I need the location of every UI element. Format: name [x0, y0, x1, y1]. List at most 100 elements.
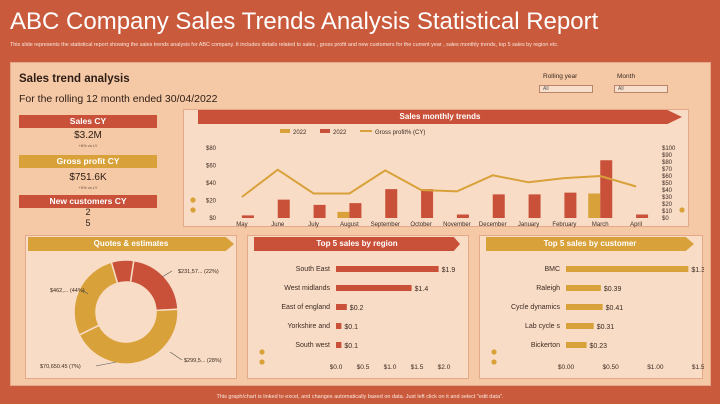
customer-banner: Top 5 sales by customer: [486, 237, 694, 251]
legend-label: 2022: [293, 130, 307, 136]
bar-2022-red: [277, 199, 290, 218]
value-label: $1.9: [442, 267, 456, 274]
x-tick-label: $0.00: [558, 364, 575, 371]
y2-tick-label: $60: [662, 174, 673, 180]
y2-tick-label: $90: [662, 153, 673, 159]
value-label: $0.39: [604, 286, 622, 293]
bar-2022-red: [313, 204, 326, 218]
leader-line: [161, 270, 173, 278]
bar-customer: [566, 285, 601, 291]
donut-label: $299,5... (28%): [184, 358, 222, 364]
category-label: Bickerton: [531, 342, 560, 349]
y2-tick-label: $10: [662, 209, 673, 215]
donut-label: $462,... (44%): [50, 288, 85, 294]
y-tick-label: $0: [209, 216, 216, 222]
bar-customer: [566, 304, 603, 310]
bar-2022-red: [636, 214, 649, 218]
value-label: $0.41: [606, 305, 624, 312]
customer-bar-chart: BMC $1.37 Raleigh $0.39 Cycle dynamics $0.41 L…: [491, 266, 704, 371]
value-label: $1.37: [691, 267, 704, 274]
gross-profit-line: [241, 168, 637, 198]
gross-profit-sub: +0% vs LY: [78, 185, 98, 190]
donut-label: $70,650.45 (7%): [40, 364, 81, 370]
y2-tick-label: $30: [662, 195, 673, 201]
legend-label: 2022: [333, 130, 347, 136]
category-label: West midlands: [284, 285, 330, 292]
region-bar-chart: South East $1.9 West midlands $1.4 East of e…: [259, 266, 456, 371]
x-tick-label: March: [592, 222, 609, 228]
x-tick-label: September: [371, 222, 400, 228]
category-label: South west: [295, 342, 330, 349]
x-tick-label: $2.0: [438, 364, 451, 371]
y2-tick-label: $40: [662, 188, 673, 194]
value-label: $0.2: [350, 305, 364, 312]
category-label: BMC: [544, 266, 560, 273]
nav-dot: [259, 359, 265, 365]
x-tick-label: June: [271, 222, 285, 228]
new-customers-bar: New customers CY: [19, 195, 157, 208]
new-customers-value: 2: [85, 207, 91, 217]
leader-line: [81, 289, 89, 295]
page-title: ABC Company Sales Trends Analysis Statis…: [10, 8, 599, 35]
bar-2022-red: [456, 214, 469, 218]
rolling-period-text: For the rolling 12 month ended 30/04/202…: [19, 93, 218, 105]
x-tick-label: August: [340, 222, 359, 228]
donut-slice-22pct: [129, 259, 179, 312]
month-select[interactable]: All: [614, 85, 668, 93]
bar-2022-red: [349, 203, 362, 218]
category-label: Raleigh: [536, 285, 560, 292]
month-value: All: [618, 86, 624, 92]
donut-slice-44pct: [78, 308, 179, 365]
y2-tick-label: $0: [662, 216, 669, 222]
bar-customer: [566, 342, 587, 348]
bar-customer: [566, 323, 594, 329]
x-tick-label: May: [236, 222, 247, 228]
analysis-heading: Sales trend analysis: [19, 73, 130, 85]
bar-region: [336, 285, 412, 291]
quotes-banner: Quotes & estimates: [28, 237, 234, 251]
bar-region: [336, 266, 439, 272]
x-tick-label: April: [630, 222, 642, 228]
rolling-year-value: All: [543, 86, 549, 92]
region-card: Top 5 sales by region South East $1.9 West…: [247, 235, 469, 379]
x-tick-label: October: [410, 222, 431, 228]
bar-2022-gold: [337, 211, 350, 218]
bar-region: [336, 304, 347, 310]
bar-2022-red: [421, 189, 434, 218]
month-label: Month: [617, 73, 636, 80]
x-tick-label: November: [443, 222, 471, 228]
bar-2022-gold: [588, 193, 601, 218]
sales-cy-sub: +6% vs LY: [78, 143, 98, 148]
donut-slice-7pct: [110, 259, 135, 285]
rolling-year-select[interactable]: All: [539, 85, 593, 93]
monthly-trends-chart: 2022 2022 Gross profit% (CY) $80 $60 $40 $20 $0…: [190, 129, 685, 228]
bar-2022-red: [241, 215, 254, 218]
y2-tick-label: $100: [662, 146, 676, 152]
category-label: Lab cycle s: [525, 323, 561, 330]
x-tick-label: $1.00: [647, 364, 664, 371]
bar-2022-red: [492, 194, 505, 218]
legend-swatch-2022-red: [320, 129, 330, 133]
x-tick-label: January: [518, 222, 539, 228]
y2-tick-label: $70: [662, 167, 673, 173]
bar-region: [336, 323, 342, 329]
donut-label: $231,57... (22%): [178, 269, 219, 275]
report-panel: Sales trend analysis For the rolling 12 …: [10, 62, 711, 386]
nav-dot: [679, 207, 685, 213]
value-label: $1.4: [415, 286, 429, 293]
bar-2022-red: [528, 194, 541, 218]
x-tick-label: $1.50: [692, 364, 704, 371]
region-banner: Top 5 sales by region: [254, 237, 460, 251]
y-tick-label: $80: [206, 146, 217, 152]
rolling-year-label: Rolling year: [543, 73, 578, 80]
y-tick-label: $60: [206, 164, 217, 170]
sales-cy-bar: Sales CY: [19, 115, 157, 128]
nav-dot: [190, 197, 196, 203]
bar-2022-red: [385, 189, 398, 218]
bar-region: [336, 342, 342, 348]
leader-line: [169, 351, 183, 361]
category-label: South East: [296, 266, 330, 273]
category-label: Cycle dynamics: [511, 304, 561, 311]
leader-line: [95, 361, 117, 367]
x-tick-label: $0.0: [330, 364, 343, 371]
